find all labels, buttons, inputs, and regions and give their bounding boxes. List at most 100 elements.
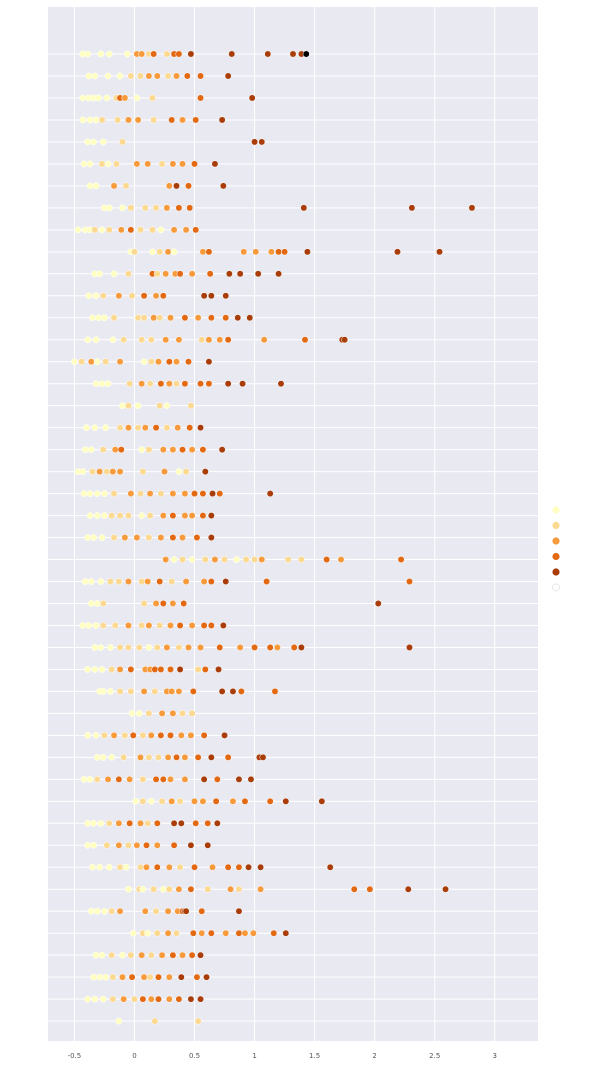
data-point — [144, 819, 152, 827]
data-point — [212, 797, 220, 805]
data-point — [235, 929, 243, 937]
data-point — [258, 138, 266, 146]
data-point — [108, 907, 116, 915]
data-point — [155, 358, 162, 366]
data-point — [277, 380, 285, 388]
data-point — [107, 644, 114, 651]
data-point — [144, 160, 152, 168]
data-point — [132, 797, 140, 805]
data-point — [233, 556, 241, 563]
data-point — [152, 204, 160, 212]
data-point — [86, 116, 94, 124]
data-point — [116, 665, 124, 673]
data-point — [205, 380, 213, 388]
data-point — [318, 797, 326, 805]
data-point — [222, 578, 230, 585]
data-point — [235, 863, 243, 871]
legend-marker — [552, 583, 560, 592]
data-point — [125, 644, 132, 651]
data-point — [197, 380, 204, 388]
data-point — [169, 709, 177, 717]
x-tick-label: 0 — [132, 1052, 136, 1060]
data-point — [80, 160, 88, 168]
data-point — [197, 424, 204, 432]
data-point — [169, 512, 177, 520]
data-point — [97, 819, 105, 827]
data-point — [191, 863, 198, 871]
data-point — [173, 929, 180, 937]
data-point — [179, 534, 186, 542]
data-point — [138, 622, 146, 629]
data-point — [119, 951, 126, 959]
data-point — [181, 775, 189, 783]
data-point — [84, 995, 92, 1003]
data-point — [122, 863, 130, 871]
data-point — [156, 314, 164, 322]
data-point — [87, 600, 95, 607]
data-point — [150, 885, 158, 893]
data-point — [181, 753, 189, 761]
data-point — [156, 402, 164, 410]
data-point — [92, 731, 100, 739]
data-point — [275, 270, 283, 278]
data-point — [137, 490, 144, 498]
data-point — [207, 512, 215, 520]
data-point — [138, 512, 146, 520]
data-point — [96, 468, 104, 476]
data-point — [197, 72, 204, 80]
data-point — [140, 687, 148, 695]
data-point — [182, 907, 190, 915]
data-point — [341, 336, 349, 344]
data-point — [93, 907, 101, 915]
data-point — [119, 138, 126, 146]
data-point — [179, 446, 186, 454]
data-point — [91, 665, 99, 673]
data-point — [92, 116, 100, 124]
data-point — [153, 72, 161, 80]
data-point — [218, 446, 226, 454]
data-point — [100, 907, 108, 915]
data-point — [88, 314, 96, 322]
data-point — [156, 622, 164, 629]
data-point — [199, 446, 207, 454]
data-point — [128, 292, 136, 300]
data-point — [205, 248, 213, 256]
data-point — [133, 841, 141, 849]
data-point — [107, 578, 114, 585]
data-point — [85, 292, 93, 300]
data-point — [168, 578, 176, 585]
data-point — [105, 50, 113, 58]
x-tick-label: -0.5 — [68, 1052, 82, 1060]
data-point — [158, 709, 166, 717]
data-point — [147, 336, 155, 344]
data-point — [125, 116, 132, 124]
data-point — [96, 973, 104, 981]
data-point — [86, 512, 94, 520]
data-point — [92, 182, 100, 190]
x-tick-label: 3 — [493, 1052, 497, 1060]
data-point — [201, 556, 209, 563]
data-point — [125, 512, 132, 520]
data-point — [205, 336, 213, 344]
data-point — [207, 314, 215, 322]
data-point — [245, 863, 253, 871]
data-point — [197, 995, 204, 1003]
data-point — [201, 468, 209, 476]
x-tick-label: 1.5 — [309, 1052, 320, 1060]
data-point — [282, 797, 290, 805]
data-point — [153, 270, 161, 278]
data-point — [108, 665, 116, 673]
data-point — [170, 556, 178, 563]
data-point — [109, 995, 117, 1003]
data-point — [167, 775, 174, 783]
data-point — [239, 380, 247, 388]
data-point — [406, 644, 413, 651]
data-point — [149, 248, 156, 256]
data-point — [152, 600, 160, 607]
data-point — [300, 204, 308, 212]
data-point — [236, 644, 244, 651]
data-point — [408, 204, 416, 212]
data-point — [84, 336, 92, 344]
data-point — [87, 446, 95, 454]
